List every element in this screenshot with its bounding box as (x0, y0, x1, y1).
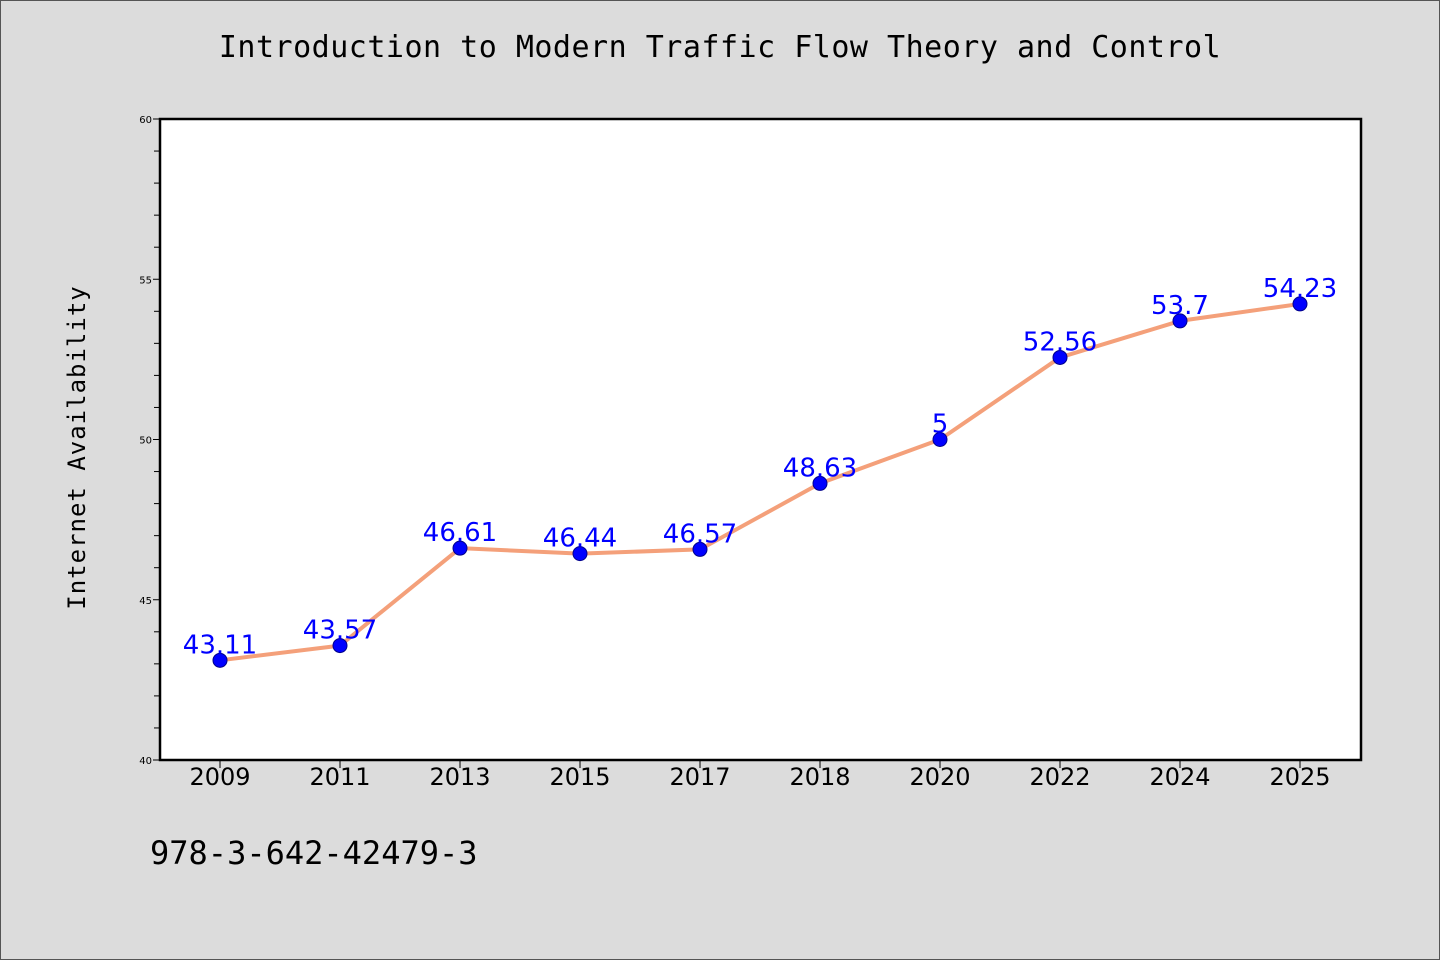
y-axis-label: Internet Availability (63, 285, 91, 609)
y-tick-label: 55 (139, 275, 152, 286)
x-tick-label: 2009 (189, 763, 250, 791)
data-point (572, 546, 588, 562)
data-label: 43.11 (183, 630, 257, 660)
series-line (219, 301, 1301, 663)
data-point (692, 541, 708, 557)
y-axis-ticks: 40 45 50 55 60 (139, 115, 152, 767)
x-tick-label: 2024 (1149, 763, 1210, 791)
data-label: 46.61 (423, 518, 497, 548)
x-axis-ticks: 2009 2011 2013 2015 2017 2018 2020 2022 2024 2025 (189, 760, 1331, 791)
data-point (1052, 349, 1068, 365)
y-tick-label: 40 (139, 756, 152, 767)
x-tick-label: 2020 (909, 763, 970, 791)
chart-title: Introduction to Modern Traffic Flow Theo… (218, 30, 1222, 65)
data-label: 43.57 (303, 616, 377, 646)
data-point (932, 432, 948, 447)
data-label: 52.56 (1023, 327, 1097, 357)
x-tick-label: 2017 (669, 763, 730, 791)
data-label: 48.63 (783, 453, 857, 483)
y-minor-ticks (153, 118, 160, 761)
data-point (212, 652, 228, 668)
data-point (1292, 296, 1308, 312)
y-tick-label: 45 (139, 596, 152, 607)
data-point (812, 475, 828, 491)
data-labels: 43.11 43.57 46.61 46.44 46.57 48.63 5 52.56 53.7… (183, 274, 1337, 660)
x-tick-label: 2022 (1029, 763, 1090, 791)
data-point (332, 638, 348, 654)
y-tick-label: 50 (139, 436, 152, 447)
data-label: 46.44 (543, 524, 617, 554)
data-label: 53.7 (1151, 291, 1209, 321)
x-tick-label: 2013 (429, 763, 490, 791)
data-label: 54.23 (1263, 274, 1337, 304)
data-label: 46.57 (663, 519, 737, 549)
isbn-text: 978-3-642-42479-3 (150, 834, 478, 872)
data-points (212, 296, 1308, 668)
plot-area (158, 117, 1363, 762)
x-tick-label: 2025 (1269, 763, 1330, 791)
x-tick-label: 2015 (549, 763, 610, 791)
x-tick-label: 2018 (789, 763, 850, 791)
data-point (1172, 313, 1188, 329)
x-tick-label: 2011 (309, 763, 370, 791)
y-tick-label: 60 (139, 115, 152, 126)
data-point (452, 540, 468, 556)
data-label: 5 (932, 410, 949, 440)
